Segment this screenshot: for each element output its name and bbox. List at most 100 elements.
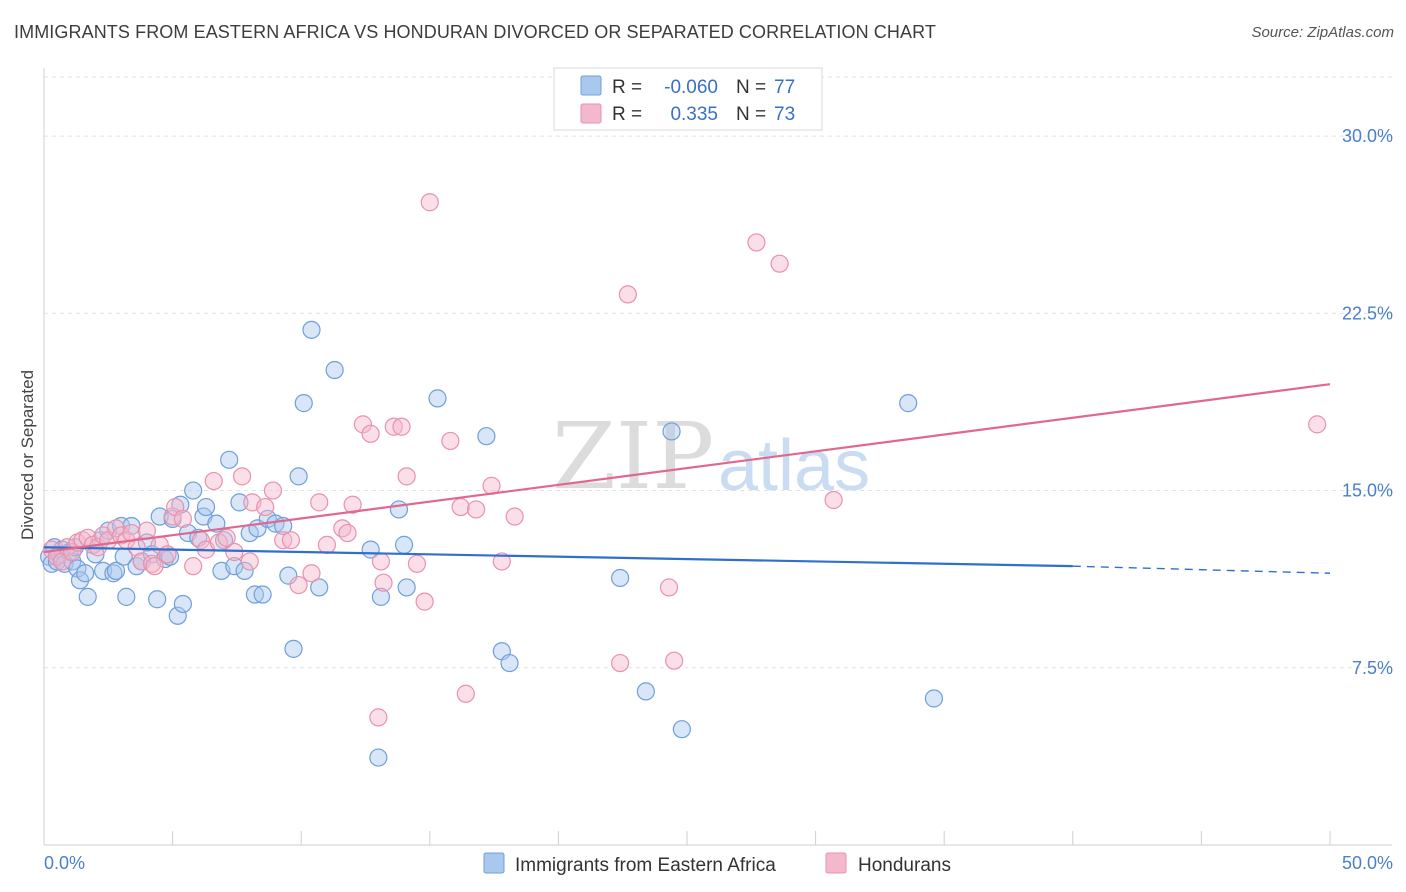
legend-n-value: 77 xyxy=(774,77,795,98)
point-eastern-africa xyxy=(397,578,416,597)
point-eastern-africa xyxy=(230,493,249,512)
point-hondurans xyxy=(142,554,162,573)
point-hondurans xyxy=(338,523,357,543)
point-hondurans xyxy=(225,542,244,562)
point-hondurans xyxy=(371,552,391,571)
point-hondurans xyxy=(665,651,684,670)
point-eastern-africa xyxy=(428,389,447,408)
axes xyxy=(43,68,1392,846)
point-hondurans xyxy=(173,509,192,528)
point-hondurans xyxy=(420,193,439,212)
trend-line-eastern-africa xyxy=(43,546,1073,568)
point-eastern-africa xyxy=(500,653,519,673)
point-eastern-africa xyxy=(253,585,272,604)
point-eastern-africa xyxy=(477,427,496,446)
point-hondurans xyxy=(232,467,252,486)
y-tick-label: 7.5% xyxy=(1352,658,1393,678)
point-eastern-africa xyxy=(369,748,388,767)
point-hondurans xyxy=(415,592,434,611)
point-eastern-africa xyxy=(196,497,216,517)
point-eastern-africa xyxy=(235,561,254,580)
point-eastern-africa xyxy=(325,360,344,380)
point-hondurans xyxy=(618,285,637,304)
point-hondurans xyxy=(240,552,259,571)
point-hondurans xyxy=(274,531,293,550)
point-hondurans xyxy=(374,573,393,592)
point-eastern-africa xyxy=(104,564,123,583)
legend-swatch-eastern-africa xyxy=(580,75,602,96)
point-eastern-africa xyxy=(76,564,95,583)
point-hondurans xyxy=(441,431,460,451)
point-hondurans xyxy=(217,528,236,547)
point-hondurans xyxy=(466,500,486,519)
point-hondurans xyxy=(492,552,511,571)
y-axis-label: Divorced or Separated xyxy=(18,370,37,540)
point-hondurans xyxy=(317,535,337,554)
point-eastern-africa xyxy=(289,467,308,486)
point-hondurans xyxy=(659,578,679,597)
y-tick-label: 30.0% xyxy=(1342,126,1393,146)
point-hondurans xyxy=(456,684,475,703)
point-eastern-africa xyxy=(220,450,239,469)
watermark-zip: ZIP xyxy=(552,403,714,510)
x-tick-label: 50.0% xyxy=(1342,853,1393,873)
point-hondurans xyxy=(747,233,766,252)
point-eastern-africa xyxy=(160,547,180,566)
point-hondurans xyxy=(505,507,524,526)
chart-title: IMMIGRANTS FROM EASTERN AFRICA VS HONDUR… xyxy=(14,22,936,42)
y-tick-label: 22.5% xyxy=(1342,303,1393,323)
point-eastern-africa xyxy=(284,639,303,658)
legend-r-label: R = xyxy=(612,77,642,98)
point-hondurans xyxy=(407,554,427,573)
trend-line-eastern-africa-dashed xyxy=(1072,565,1331,574)
source-credit: Source: ZipAtlas.com xyxy=(1251,24,1394,41)
point-hondurans xyxy=(127,538,146,557)
point-eastern-africa xyxy=(924,689,944,708)
point-eastern-africa xyxy=(106,561,126,580)
point-hondurans xyxy=(256,497,275,517)
point-hondurans xyxy=(397,467,416,486)
point-eastern-africa xyxy=(294,394,313,413)
series-swatch-hondurans xyxy=(825,852,847,874)
legend-n-value: 73 xyxy=(774,104,795,125)
series-legend: Immigrants from Eastern Africa Hondurans xyxy=(483,852,951,876)
point-hondurans xyxy=(369,708,388,727)
point-eastern-africa xyxy=(394,535,414,554)
point-eastern-africa xyxy=(148,590,167,609)
point-eastern-africa xyxy=(611,568,630,588)
point-hondurans xyxy=(302,564,321,583)
point-hondurans xyxy=(824,490,843,510)
trend-line-hondurans xyxy=(43,383,1331,554)
watermark-atlas: atlas xyxy=(718,426,870,506)
point-eastern-africa xyxy=(117,587,136,606)
legend-swatch-hondurans xyxy=(580,103,602,124)
series-name-hondurans: Hondurans xyxy=(858,855,951,876)
point-hondurans xyxy=(281,531,301,550)
point-eastern-africa xyxy=(173,594,192,614)
point-hondurans xyxy=(451,497,470,517)
series-swatch-eastern-africa xyxy=(483,852,505,874)
legend-r-value: -0.060 xyxy=(664,77,718,98)
point-eastern-africa xyxy=(184,481,203,500)
legend-r-label: R = xyxy=(612,104,642,125)
point-eastern-africa xyxy=(672,720,691,739)
point-eastern-africa xyxy=(310,578,329,597)
legend-n-label: N = xyxy=(736,104,766,125)
point-hondurans xyxy=(384,417,403,436)
point-eastern-africa xyxy=(636,682,655,701)
legend-r-value: 0.335 xyxy=(670,104,718,125)
point-eastern-africa xyxy=(168,606,187,625)
point-hondurans xyxy=(145,557,164,576)
trend-lines xyxy=(43,383,1331,574)
point-hondurans xyxy=(204,471,223,491)
y-tick-label: 15.0% xyxy=(1342,481,1393,501)
point-hondurans xyxy=(353,415,373,434)
series-name-eastern-africa: Immigrants from Eastern Africa xyxy=(515,855,776,876)
point-hondurans xyxy=(361,424,380,443)
point-hondurans xyxy=(137,521,156,540)
point-eastern-africa xyxy=(245,585,265,604)
point-hondurans xyxy=(343,495,362,514)
point-hondurans xyxy=(770,254,789,273)
point-hondurans xyxy=(289,575,308,595)
